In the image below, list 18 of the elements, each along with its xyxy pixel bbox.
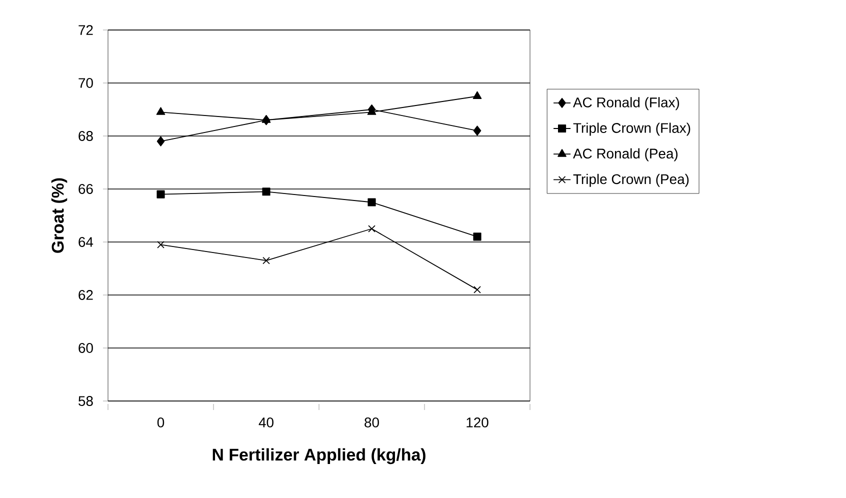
x-tick-label: 120	[466, 418, 488, 428]
legend-label: AC Ronald (Pea)	[573, 148, 678, 162]
y-tick-label: 62	[78, 290, 93, 300]
y-tick-label: 70	[78, 78, 93, 88]
x-tick-label: 80	[364, 418, 379, 428]
y-tick-label: 72	[78, 25, 93, 35]
x-tick-label: 0	[157, 418, 164, 428]
x-tick-label: 40	[258, 418, 274, 428]
legend-label: Triple Crown (Flax)	[573, 122, 690, 136]
y-axis-title: Groat (%)	[51, 178, 68, 253]
x-axis-title: N Fertilizer Applied (kg/ha)	[212, 448, 426, 464]
legend-label: Triple Crown (Pea)	[573, 174, 689, 187]
y-tick-label: 60	[78, 343, 93, 353]
y-tick-label: 64	[78, 237, 94, 247]
y-tick-label: 58	[78, 396, 93, 406]
y-tick-label: 68	[78, 131, 93, 141]
legend-label: AC Ronald (Flax)	[573, 97, 680, 110]
y-tick-label: 66	[78, 184, 93, 194]
